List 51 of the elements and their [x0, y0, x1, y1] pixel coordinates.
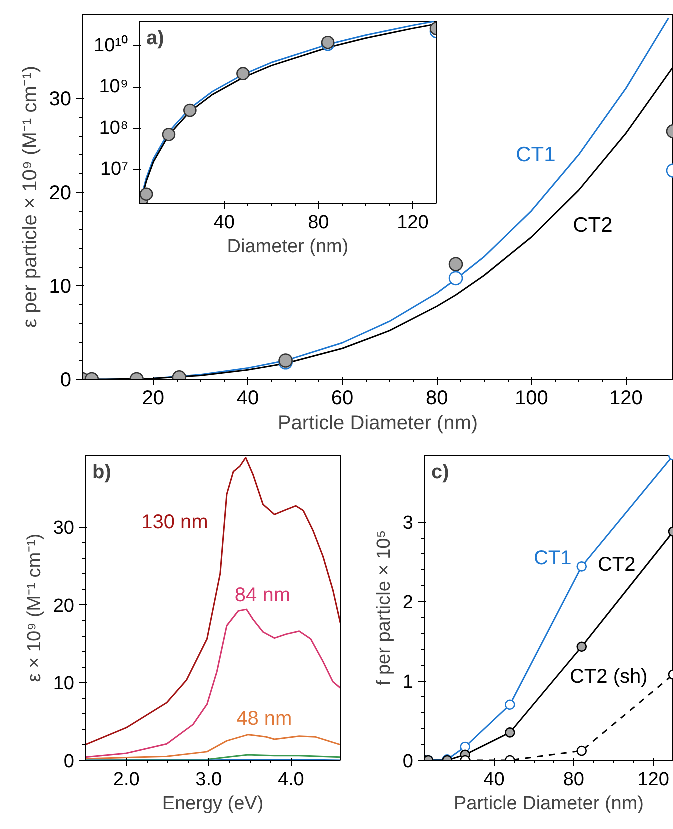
y-tick-label: 30: [53, 518, 75, 540]
x-tick-label: 100: [514, 388, 548, 410]
y-tick-label: 2: [402, 592, 414, 614]
x-tick-label: 120: [610, 388, 643, 410]
y-tick-label: 0: [60, 370, 72, 392]
point: [140, 188, 154, 201]
annotation: b): [92, 462, 112, 484]
x-tick-label: 80: [563, 770, 584, 790]
x-tick-label: 120: [638, 770, 670, 790]
y-tick-label: 0: [64, 752, 75, 772]
y-tick-label: 30: [49, 88, 72, 111]
point: [162, 128, 176, 142]
y-tick-label: 10: [53, 674, 75, 695]
y-axis-title: f per particle × 10⁵: [374, 530, 395, 686]
y-tick-label: 10: [49, 276, 72, 298]
x-tick-label: 80: [426, 388, 448, 410]
y-tick-label: 10⁹: [99, 76, 129, 98]
x-tick-label: 2.0: [113, 770, 140, 790]
x-tick-label: 120: [397, 212, 429, 234]
x-tick-label: 40: [214, 212, 235, 234]
x-tick-label: 4.0: [278, 770, 304, 790]
x-tick-label: 80: [308, 212, 330, 234]
y-tick-label: 10⁷: [100, 159, 129, 180]
y-tick-label: 20: [49, 182, 72, 204]
x-tick-label: 3.0: [196, 770, 222, 790]
y-tick-label: 0: [402, 752, 414, 772]
x-tick-label: 20: [142, 388, 165, 410]
x-axis-title: Particle Diameter (nm): [278, 412, 478, 434]
x-tick-label: 60: [331, 388, 354, 410]
y-tick-label: 3: [402, 513, 414, 534]
line-series: [86, 608, 340, 758]
x-axis-title: Energy (eV): [162, 794, 264, 814]
x-tick-label: 40: [236, 388, 260, 410]
point: [236, 67, 250, 80]
series-label: 48 nm: [236, 708, 292, 730]
y-tick-label: 1: [402, 672, 414, 694]
point: [184, 104, 197, 118]
series-label: CT1: [516, 143, 556, 166]
x-axis-title: Particle Diameter (nm): [454, 794, 644, 814]
y-axis-title: ε × 10⁹ (M⁻¹ cm⁻¹): [24, 534, 46, 682]
annotation: a): [146, 28, 164, 50]
line-series: [86, 457, 340, 746]
series-label: 130 nm: [142, 511, 208, 534]
y-axis-title: ε per particle × 10⁹ (M⁻¹ cm⁻¹): [19, 66, 42, 328]
x-tick-label: 40: [484, 770, 505, 790]
y-tick-label: 10¹⁰: [94, 34, 129, 56]
y-tick-label: 10⁸: [99, 118, 129, 139]
x-axis-title: Diameter (nm): [227, 236, 349, 258]
y-tick-label: 20: [53, 596, 75, 617]
series-label: 84 nm: [234, 584, 291, 607]
series-label: CT2: [573, 214, 613, 237]
